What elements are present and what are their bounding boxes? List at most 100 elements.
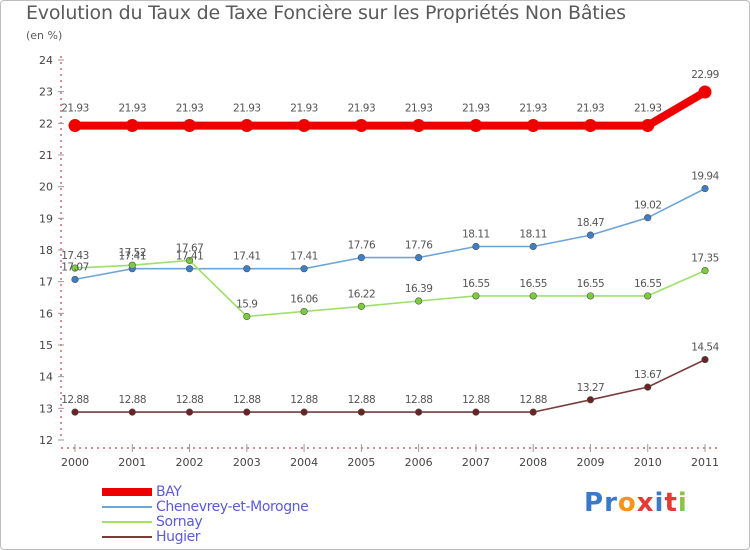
data-label: 16.55 xyxy=(634,278,662,290)
logo-letter: i xyxy=(654,488,665,518)
data-label: 12.88 xyxy=(462,394,490,406)
series-line-chenevrey-et-morogne xyxy=(74,187,706,281)
logo-letter: x xyxy=(636,488,655,518)
data-label: 21.93 xyxy=(176,103,204,115)
data-label: 21.93 xyxy=(348,103,376,115)
data-label: 12.88 xyxy=(61,394,89,406)
y-tick-label: 18 xyxy=(39,244,53,257)
legend-swatch xyxy=(102,520,152,523)
data-label: 12.88 xyxy=(118,394,146,406)
data-point xyxy=(526,119,540,133)
data-label: 14.54 xyxy=(691,342,719,354)
data-point xyxy=(701,266,709,275)
data-point xyxy=(644,292,652,300)
data-label: 12.88 xyxy=(519,394,547,406)
data-point xyxy=(357,254,365,262)
data-point xyxy=(412,119,426,133)
data-label: 12.88 xyxy=(233,394,261,406)
data-label: 21.93 xyxy=(634,103,662,115)
series-line-bay xyxy=(71,88,709,130)
data-label: 19.02 xyxy=(634,200,662,212)
legend-item: Hugier xyxy=(102,529,308,545)
data-label: 22.99 xyxy=(691,69,719,81)
data-label: 13.67 xyxy=(634,369,662,381)
y-tick-label: 15 xyxy=(39,339,53,352)
data-label: 17.07 xyxy=(61,261,89,273)
y-tick-label: 13 xyxy=(39,402,53,415)
data-label: 17.43 xyxy=(61,250,89,262)
data-point xyxy=(183,119,197,133)
y-tick-label: 16 xyxy=(39,307,53,320)
legend-swatch xyxy=(102,505,152,508)
data-label: 17.76 xyxy=(348,240,376,252)
data-point xyxy=(185,256,194,265)
data-label: 16.55 xyxy=(577,278,605,290)
data-label: 17.41 xyxy=(176,251,204,263)
legend-label: Chenevrey-et-Morogne xyxy=(156,498,309,515)
legend-item: Sornay xyxy=(102,514,308,530)
logo-letter: r xyxy=(604,488,618,518)
chart-title: Evolution du Taux de Taxe Foncière sur l… xyxy=(26,2,626,24)
logo-letter: t xyxy=(664,488,678,518)
data-point xyxy=(472,242,480,251)
data-point xyxy=(125,119,139,133)
y-tick-label: 19 xyxy=(39,212,53,225)
data-point xyxy=(300,265,308,273)
data-label: 13.27 xyxy=(577,382,605,394)
x-tick-label: 2000 xyxy=(61,456,89,469)
data-label: 12.88 xyxy=(348,394,376,406)
data-label: 21.93 xyxy=(519,103,547,115)
data-point xyxy=(71,275,79,284)
legend-item: Chenevrey-et-Morogne xyxy=(102,498,309,515)
data-point xyxy=(243,265,251,273)
legend: BAY Chenevrey-et-Morogne Sornay Hugier xyxy=(102,483,309,545)
data-point xyxy=(472,408,480,416)
data-point xyxy=(701,184,709,193)
data-label: 16.22 xyxy=(348,288,376,300)
data-label: 21.93 xyxy=(462,103,490,115)
y-tick-label: 22 xyxy=(39,117,53,130)
data-point xyxy=(415,297,423,305)
y-tick-label: 17 xyxy=(39,276,53,289)
data-point xyxy=(128,408,136,416)
data-label: 15.9 xyxy=(236,299,257,311)
data-label: 18.11 xyxy=(519,229,547,241)
data-point xyxy=(357,302,365,310)
data-label: 21.93 xyxy=(290,103,318,115)
data-point xyxy=(357,408,365,416)
legend-label: BAY xyxy=(156,483,182,500)
data-point xyxy=(644,383,652,391)
data-label: 16.39 xyxy=(405,283,433,295)
data-point xyxy=(185,408,194,416)
proxiti-logo: Proxiti xyxy=(584,488,688,518)
data-point xyxy=(185,265,194,273)
data-label: 21.93 xyxy=(577,103,605,115)
data-point xyxy=(240,119,254,133)
x-tick-label: 2008 xyxy=(519,456,547,469)
data-point xyxy=(415,254,423,262)
x-tick-label: 2001 xyxy=(118,456,146,469)
data-label: 17.41 xyxy=(290,251,318,263)
x-tick-label: 2006 xyxy=(405,456,433,469)
data-point xyxy=(243,408,251,416)
x-tick-label: 2002 xyxy=(176,456,204,469)
data-label: 12.88 xyxy=(405,394,433,406)
unit-label: (en %) xyxy=(26,29,63,42)
data-label: 21.93 xyxy=(233,103,261,115)
data-point xyxy=(698,85,712,99)
data-label: 18.11 xyxy=(462,229,490,241)
data-label: 17.76 xyxy=(405,240,433,252)
data-point xyxy=(68,119,82,133)
data-point xyxy=(128,261,136,269)
x-tick-label: 2007 xyxy=(462,456,490,469)
y-tick-label: 24 xyxy=(39,54,53,67)
logo-letter: o xyxy=(617,488,637,518)
data-label: 16.55 xyxy=(462,278,490,290)
series-line-hugier xyxy=(74,358,706,413)
logo-letter: P xyxy=(584,488,605,518)
data-point xyxy=(586,292,595,300)
y-tick-label: 12 xyxy=(39,434,53,447)
data-point xyxy=(701,355,709,364)
